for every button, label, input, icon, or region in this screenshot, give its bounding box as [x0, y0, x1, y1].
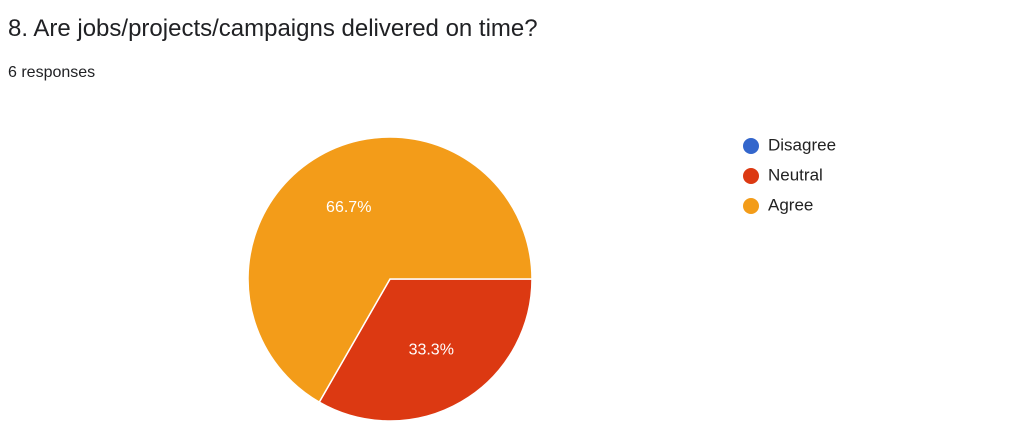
pie-slice — [318, 278, 533, 422]
legend-label: Agree — [768, 195, 813, 214]
legend-swatch — [743, 138, 759, 154]
value-label: 33.3% — [409, 342, 454, 359]
legend-swatch — [743, 168, 759, 184]
legend-label: Neutral — [768, 165, 823, 184]
chart-title: 8. Are jobs/projects/campaigns delivered… — [8, 15, 538, 42]
value-label: 66.7% — [326, 199, 371, 216]
legend-label: Disagree — [768, 135, 836, 154]
legend-swatch — [743, 198, 759, 214]
pie-slice — [247, 136, 533, 404]
chart-subtitle: 6 responses — [8, 64, 95, 81]
